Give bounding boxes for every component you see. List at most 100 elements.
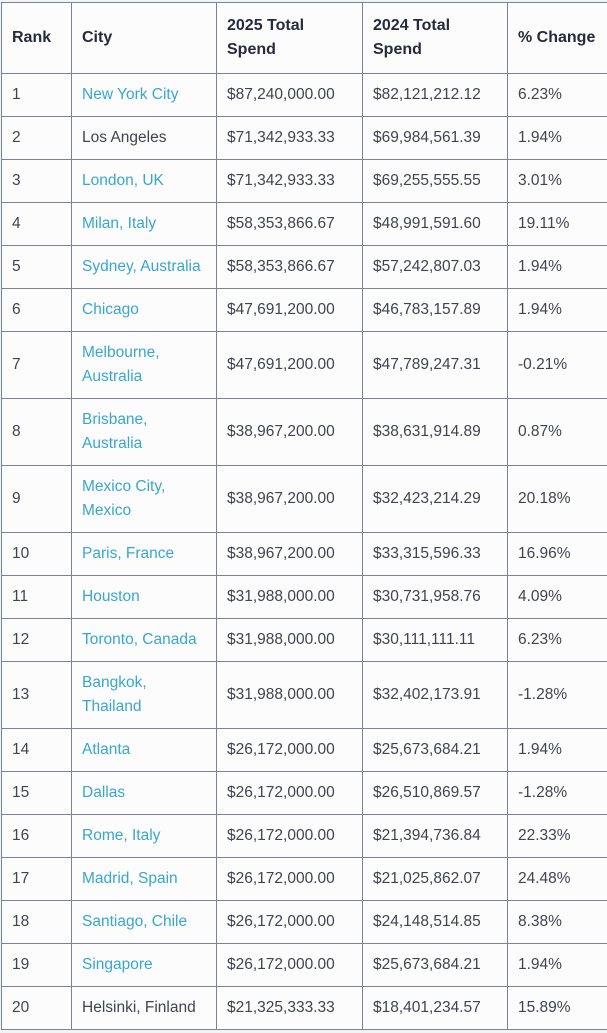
- city-link[interactable]: London, UK: [82, 172, 164, 189]
- spend-2025-cell: $26,172,000.00: [216, 857, 363, 901]
- city-cell: Houston: [71, 575, 217, 619]
- pct-change-cell: 4.09%: [507, 575, 607, 619]
- spend-2024-cell: $38,631,914.89: [362, 398, 508, 466]
- city-cell: Helsinki, Finland: [71, 986, 217, 1030]
- spend-2024-cell: $24,148,514.85: [362, 900, 508, 944]
- spend-2024-cell: $46,783,157.89: [362, 288, 508, 332]
- city-cell: Melbourne, Australia: [71, 331, 217, 399]
- city-link[interactable]: Paris, France: [82, 545, 175, 562]
- spend-2025-cell: $38,967,200.00: [216, 398, 363, 466]
- spend-2024-cell: $48,991,591.60: [362, 202, 508, 246]
- rank-cell: 7: [1, 331, 72, 399]
- table-row: 16 Rome, Italy $26,172,000.00 $21,394,73…: [1, 814, 607, 858]
- pct-change-cell: 1.94%: [507, 288, 607, 332]
- pct-change-cell: 1.94%: [507, 116, 607, 160]
- pct-change-cell: 6.23%: [507, 73, 607, 117]
- spend-2025-cell: $58,353,866.67: [216, 202, 363, 246]
- city-link[interactable]: New York City: [82, 86, 179, 103]
- spend-2024-cell: $25,673,684.21: [362, 943, 508, 987]
- rank-cell: 17: [1, 857, 72, 901]
- city-link[interactable]: Toronto, Canada: [82, 631, 197, 648]
- pct-change-cell: 20.18%: [507, 465, 607, 533]
- city-link[interactable]: Atlanta: [82, 741, 131, 758]
- pct-change-cell: 1.94%: [507, 245, 607, 289]
- city-link[interactable]: Bangkok, Thailand: [82, 674, 147, 715]
- city-link[interactable]: Milan, Italy: [82, 215, 157, 232]
- pct-change-cell: 16.96%: [507, 532, 607, 576]
- table-row: 3 London, UK $71,342,933.33 $69,255,555.…: [1, 159, 607, 203]
- city-cell: Atlanta: [71, 728, 217, 772]
- table-row: 4 Milan, Italy $58,353,866.67 $48,991,59…: [1, 202, 607, 246]
- city-link[interactable]: Houston: [82, 588, 140, 605]
- spend-2025-cell: $87,240,000.00: [216, 73, 363, 117]
- city-cell: Sydney, Australia: [71, 245, 217, 289]
- spend-2025-cell: $26,172,000.00: [216, 728, 363, 772]
- spend-2024-cell: $82,121,212.12: [362, 73, 508, 117]
- city-link[interactable]: Madrid, Spain: [82, 870, 178, 887]
- city-link[interactable]: Brisbane, Australia: [82, 411, 148, 452]
- spend-2024-cell: $69,255,555.55: [362, 159, 508, 203]
- city-cell: Milan, Italy: [71, 202, 217, 246]
- pct-change-cell: 22.33%: [507, 814, 607, 858]
- spend-2025-cell: $31,988,000.00: [216, 618, 363, 662]
- rank-cell: 5: [1, 245, 72, 289]
- spend-2024-cell: $69,984,561.39: [362, 116, 508, 160]
- city-link[interactable]: Rome, Italy: [82, 827, 161, 844]
- city-cell: Dallas: [71, 771, 217, 815]
- table-row: 9 Mexico City, Mexico $38,967,200.00 $32…: [1, 465, 607, 533]
- pct-change-cell: 8.38%: [507, 900, 607, 944]
- city-cell: Brisbane, Australia: [71, 398, 217, 466]
- table-row: 11 Houston $31,988,000.00 $30,731,958.76…: [1, 575, 607, 619]
- table-row: 20 Helsinki, Finland $21,325,333.33 $18,…: [1, 986, 607, 1030]
- spend-2024-cell: $25,673,684.21: [362, 728, 508, 772]
- city-cell: Bangkok, Thailand: [71, 661, 217, 729]
- city-cell: Singapore: [71, 943, 217, 987]
- city-cell: Los Angeles: [71, 116, 217, 160]
- city-cell: Rome, Italy: [71, 814, 217, 858]
- spend-2025-cell: $71,342,933.33: [216, 116, 363, 160]
- pct-change-cell: 6.23%: [507, 618, 607, 662]
- city-link[interactable]: Singapore: [82, 956, 153, 973]
- spend-2025-cell: $31,988,000.00: [216, 661, 363, 729]
- pct-change-cell: -0.21%: [507, 331, 607, 399]
- spend-2025-cell: $21,325,333.33: [216, 986, 363, 1030]
- spend-2024-cell: $30,111,111.11: [362, 618, 508, 662]
- table-row: 12 Toronto, Canada $31,988,000.00 $30,11…: [1, 618, 607, 662]
- spend-2025-cell: $26,172,000.00: [216, 943, 363, 987]
- spend-2025-cell: $38,967,200.00: [216, 532, 363, 576]
- spend-2025-cell: $47,691,200.00: [216, 288, 363, 332]
- spend-2024-cell: $30,731,958.76: [362, 575, 508, 619]
- rank-cell: 13: [1, 661, 72, 729]
- city-cell: Madrid, Spain: [71, 857, 217, 901]
- rank-cell: 1: [1, 73, 72, 117]
- rank-cell: 6: [1, 288, 72, 332]
- pct-change-cell: 15.89%: [507, 986, 607, 1030]
- city-link[interactable]: Mexico City, Mexico: [82, 478, 166, 519]
- city-link[interactable]: Sydney, Australia: [82, 258, 201, 275]
- spend-2025-cell: $71,342,933.33: [216, 159, 363, 203]
- table-row: 6 Chicago $47,691,200.00 $46,783,157.89 …: [1, 288, 607, 332]
- table-row: 7 Melbourne, Australia $47,691,200.00 $4…: [1, 331, 607, 399]
- table-row: 19 Singapore $26,172,000.00 $25,673,684.…: [1, 943, 607, 987]
- column-header-2024-spend: 2024 Total Spend: [362, 2, 508, 74]
- table-row: 14 Atlanta $26,172,000.00 $25,673,684.21…: [1, 728, 607, 772]
- spend-2024-cell: $21,394,736.84: [362, 814, 508, 858]
- city-text: Helsinki, Finland: [82, 999, 196, 1016]
- city-link[interactable]: Melbourne, Australia: [82, 344, 160, 385]
- city-link[interactable]: Dallas: [82, 784, 126, 801]
- spend-2025-cell: $38,967,200.00: [216, 465, 363, 533]
- city-cell: Paris, France: [71, 532, 217, 576]
- table-row: 2 Los Angeles $71,342,933.33 $69,984,561…: [1, 116, 607, 160]
- rank-cell: 11: [1, 575, 72, 619]
- table-row: 1 New York City $87,240,000.00 $82,121,2…: [1, 73, 607, 117]
- pct-change-cell: 24.48%: [507, 857, 607, 901]
- city-link[interactable]: Chicago: [82, 301, 139, 318]
- rank-cell: 20: [1, 986, 72, 1030]
- city-link[interactable]: Santiago, Chile: [82, 913, 188, 930]
- city-cell: New York City: [71, 73, 217, 117]
- city-cell: London, UK: [71, 159, 217, 203]
- header-row: Rank City 2025 Total Spend 2024 Total Sp…: [1, 2, 607, 74]
- spend-2024-cell: $57,242,807.03: [362, 245, 508, 289]
- rank-cell: 8: [1, 398, 72, 466]
